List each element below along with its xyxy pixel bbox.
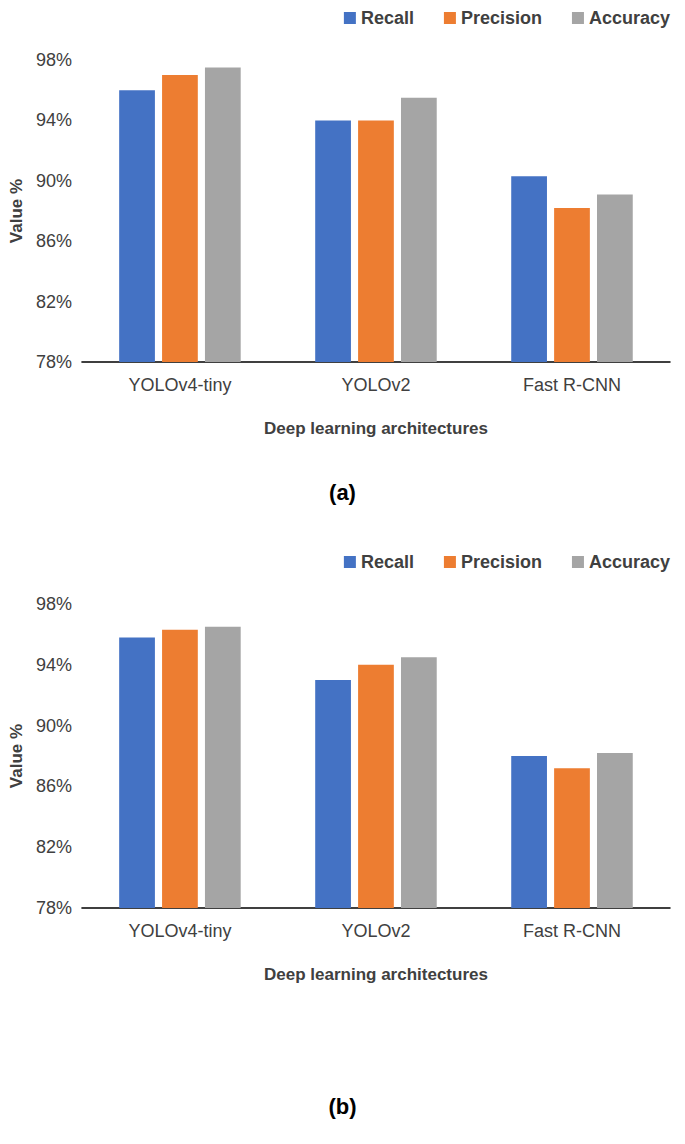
svg-text:(a): (a) [329, 480, 356, 505]
svg-text:YOLOv4-tiny: YOLOv4-tiny [128, 921, 231, 941]
svg-text:YOLOv4-tiny: YOLOv4-tiny [128, 375, 231, 395]
svg-text:78%: 78% [36, 352, 72, 372]
svg-text:Fast R-CNN: Fast R-CNN [523, 375, 621, 395]
svg-text:YOLOv2: YOLOv2 [341, 921, 410, 941]
svg-text:Deep learning architectures: Deep learning architectures [264, 965, 488, 984]
svg-text:86%: 86% [36, 231, 72, 251]
svg-text:Value %: Value % [7, 179, 26, 243]
svg-text:98%: 98% [36, 50, 72, 70]
svg-text:82%: 82% [36, 292, 72, 312]
svg-text:Accuracy: Accuracy [589, 552, 670, 572]
svg-text:90%: 90% [36, 716, 72, 736]
svg-text:(b): (b) [328, 1094, 356, 1119]
svg-text:98%: 98% [36, 594, 72, 614]
svg-text:Precision: Precision [461, 552, 542, 572]
svg-text:94%: 94% [36, 655, 72, 675]
svg-text:Precision: Precision [461, 8, 542, 28]
svg-text:Value %: Value % [7, 724, 26, 788]
svg-text:78%: 78% [36, 898, 72, 918]
svg-text:Accuracy: Accuracy [589, 8, 670, 28]
svg-text:Recall: Recall [361, 8, 414, 28]
svg-text:YOLOv2: YOLOv2 [341, 375, 410, 395]
svg-text:Fast R-CNN: Fast R-CNN [523, 921, 621, 941]
svg-text:86%: 86% [36, 776, 72, 796]
svg-text:Deep learning architectures: Deep learning architectures [264, 419, 488, 438]
svg-text:90%: 90% [36, 171, 72, 191]
svg-text:94%: 94% [36, 110, 72, 130]
svg-text:Recall: Recall [361, 552, 414, 572]
svg-text:82%: 82% [36, 837, 72, 857]
